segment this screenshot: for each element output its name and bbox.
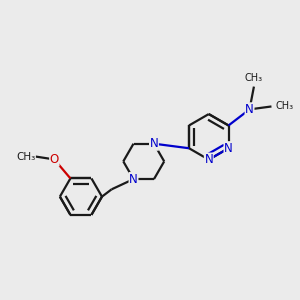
Text: CH₃: CH₃ — [16, 152, 35, 161]
Text: CH₃: CH₃ — [245, 73, 263, 83]
Text: CH₃: CH₃ — [276, 101, 294, 112]
Text: N: N — [224, 142, 233, 155]
Text: N: N — [129, 172, 138, 186]
Text: N: N — [204, 153, 213, 166]
Text: O: O — [50, 153, 59, 166]
Text: N: N — [245, 103, 254, 116]
Text: N: N — [150, 137, 158, 150]
